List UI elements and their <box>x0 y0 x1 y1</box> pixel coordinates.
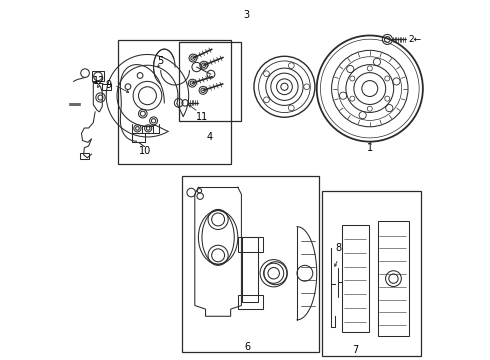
Bar <box>118 40 231 164</box>
Text: 6: 6 <box>245 342 251 352</box>
Bar <box>80 153 89 159</box>
Bar <box>179 42 242 121</box>
Text: 1: 1 <box>367 143 373 153</box>
Text: 2←: 2← <box>408 35 421 44</box>
Text: 3: 3 <box>244 10 250 20</box>
Bar <box>378 221 409 336</box>
Bar <box>238 295 263 309</box>
Bar <box>342 225 368 332</box>
Bar <box>238 237 263 252</box>
Text: 12: 12 <box>93 76 105 86</box>
Bar <box>322 191 421 356</box>
Bar <box>101 84 111 90</box>
Text: 11: 11 <box>196 112 208 122</box>
Text: 4: 4 <box>206 132 212 142</box>
Text: 7: 7 <box>352 345 359 355</box>
Text: 10: 10 <box>139 146 151 156</box>
Bar <box>92 71 104 81</box>
Text: 5: 5 <box>157 56 164 66</box>
Text: 8: 8 <box>335 243 342 253</box>
Text: 9: 9 <box>106 80 112 90</box>
Bar <box>182 176 318 352</box>
Bar <box>243 237 258 302</box>
